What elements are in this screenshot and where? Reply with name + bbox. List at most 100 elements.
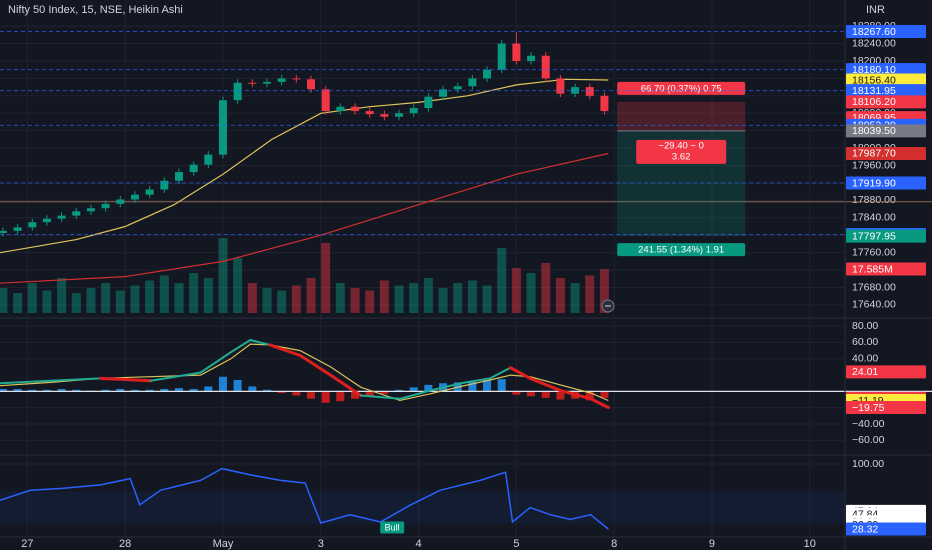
volume-bar [599,269,609,313]
volume-bar [365,290,375,313]
candle-body [600,95,609,112]
price-label-box [846,146,926,160]
histogram-bar [101,389,110,392]
candle-body [351,106,360,112]
volume-bar [555,278,565,313]
candle-body [321,89,330,112]
stop-label-box [617,81,746,95]
candle-body [28,222,37,228]
volume-bar [541,263,551,313]
candle-body [262,81,271,84]
volume-label: 17.585M [852,263,893,275]
volume-bar [585,275,595,313]
price-label: 24.01 [852,366,878,378]
volume-bar [27,283,37,313]
volume-bar [203,278,213,313]
volume-bar [321,243,331,313]
histogram-bar [321,391,330,403]
candle-body [174,172,183,181]
candle-body [380,114,389,117]
volume-bar [86,288,96,313]
price-label: 17919.90 [852,177,896,189]
stop-zone [617,101,746,131]
histogram-bar [351,391,360,399]
volume-bar [0,288,8,313]
price-label-box [846,25,926,39]
macd-segment [99,376,153,383]
volume-bar [174,283,184,313]
volume-bar [101,283,111,313]
histogram-bar [556,391,565,400]
y-tick-label: 40.00 [852,353,878,365]
x-tick-label: 28 [119,538,131,550]
histogram-bar [497,379,506,392]
histogram-bar [483,379,492,392]
candle-body [307,79,316,90]
volume-bar [497,248,507,313]
macd-segment [558,389,593,401]
volume-bar [350,288,360,313]
histogram-bar [233,379,242,392]
y-tick-label: 17760.00 [852,246,896,258]
volume-bar [159,275,169,313]
entry-label: −29.40 ~ 0 [658,140,703,151]
price-label-box [846,400,926,414]
y-tick-label: 17680.00 [852,281,896,293]
band [0,491,845,524]
x-tick-label: May [213,538,234,550]
candle-body [42,218,51,223]
volume-bar [570,283,580,313]
histogram-bar [512,391,521,395]
histogram-bar [541,391,550,398]
price-label: 28.32 [852,523,878,535]
histogram-bar [72,389,81,392]
volume-bar [57,278,67,313]
volume-bar [379,280,389,313]
x-tick-label: 9 [709,538,715,550]
volume-bar [526,273,536,313]
y-tick-label: 18200.00 [852,55,896,67]
macd-segment [149,371,202,382]
histogram-bar [145,389,154,392]
stop-label: 66.70 (0.37%) 0.75 [641,83,722,94]
macd-segment [429,382,462,392]
macd-segment [0,379,52,385]
candle-body [497,43,506,70]
volume-bar [467,280,477,313]
volume-bar [511,268,521,313]
price-label: 18267.60 [852,26,896,38]
histogram-bar [116,388,125,392]
histogram-bar [189,388,198,392]
price-label: 18039.50 [852,125,896,137]
candle-body [72,211,81,216]
price-label: 18156.40 [852,74,896,86]
macd-segment [399,389,432,400]
candle-body [395,113,404,117]
histogram-bar [174,388,183,392]
target-label: 241.55 (1.34%) 1.91 [638,245,724,256]
volume-bar [42,290,52,313]
histogram-bar [204,386,213,392]
candle-body [57,215,66,219]
target-label-box [617,243,746,257]
candle-body [439,89,448,97]
price-label: 17797.95 [852,230,896,242]
macd-segment [298,354,333,377]
volume-bar [218,238,228,313]
volume-label-box [846,262,926,276]
macd-segment [359,394,402,400]
macd-segment [329,373,363,397]
histogram-bar [600,391,609,398]
volume-bar [189,273,199,313]
macd-segment [249,339,271,346]
histogram-bar [527,391,536,397]
moving-average [0,152,609,284]
price-label: 17987.70 [852,148,896,160]
candle-body [409,108,418,114]
entry-label-box [636,139,727,164]
histogram-bar [262,389,271,392]
price-label: 18106.20 [852,96,896,108]
candle-body [527,55,536,61]
histogram-bar [468,381,477,392]
